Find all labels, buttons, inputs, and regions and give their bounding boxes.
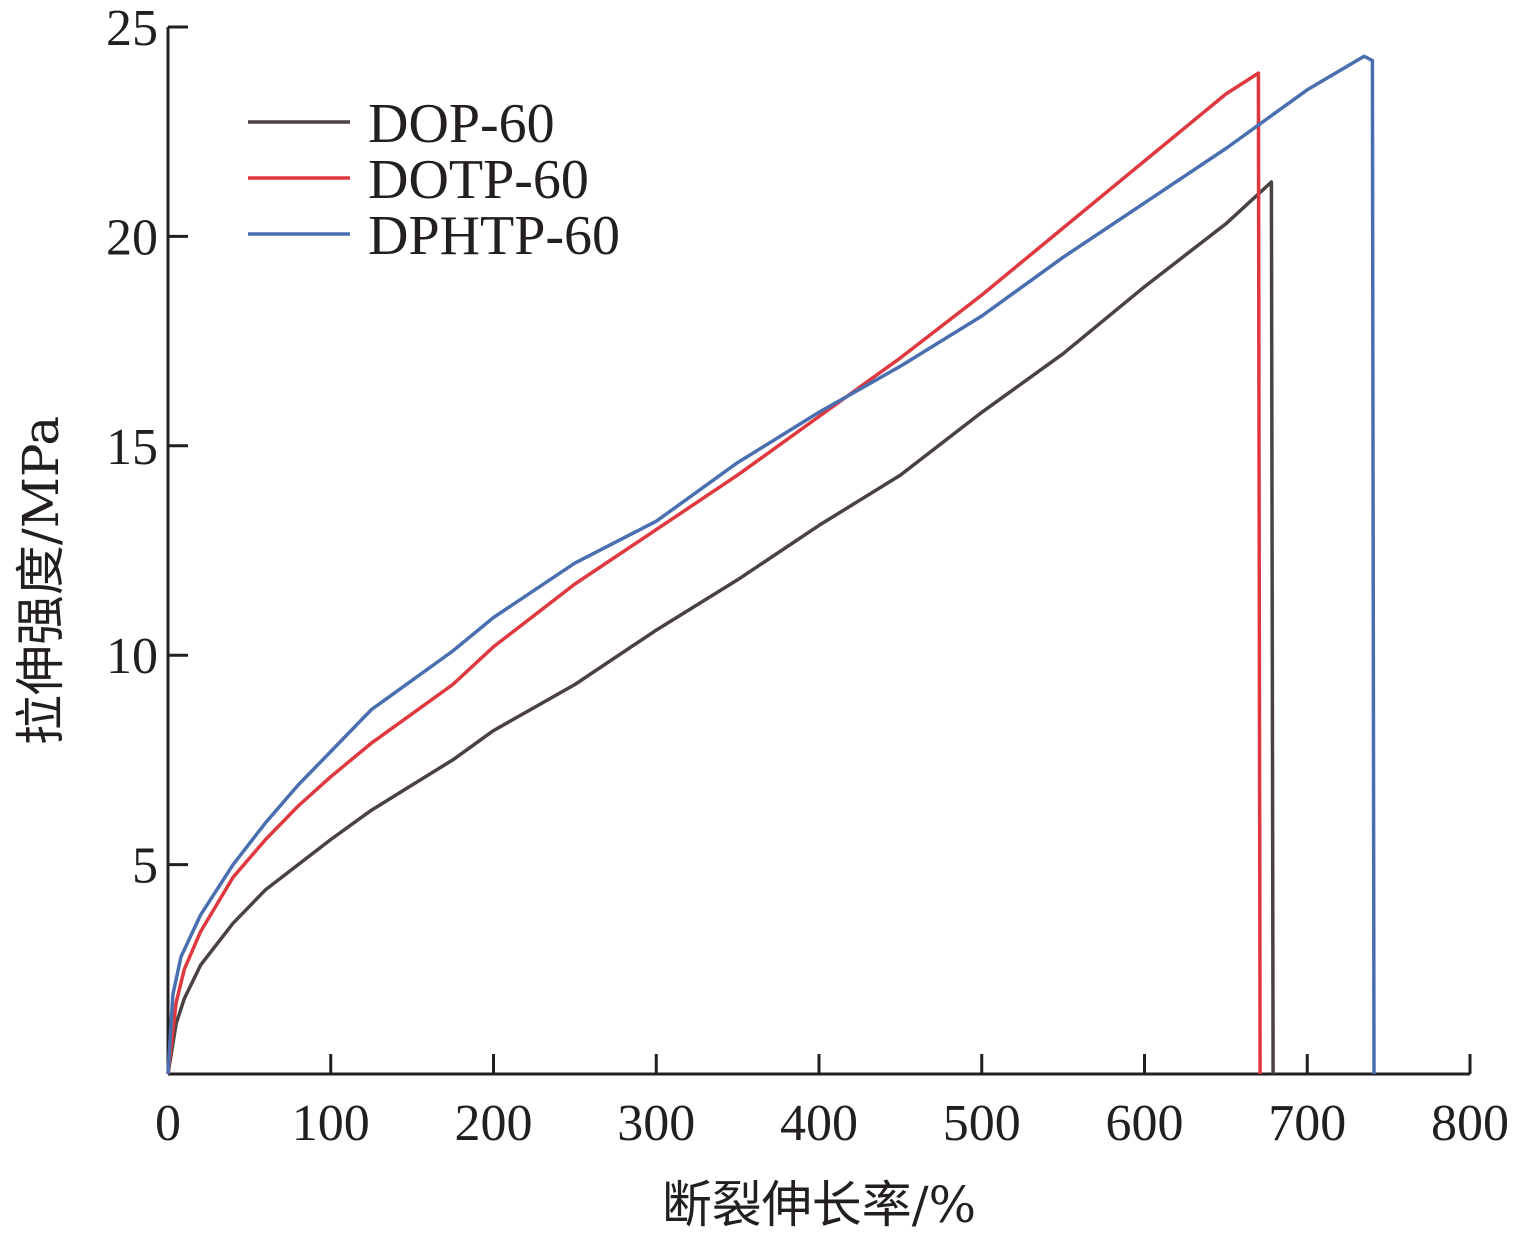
x-tick-label: 700: [1268, 1095, 1346, 1152]
axes: [166, 27, 1470, 1076]
x-tick-label: 100: [292, 1095, 370, 1152]
x-tick-label: 800: [1431, 1095, 1509, 1152]
legend-label-dotp-60: DOTP-60: [368, 149, 589, 211]
y-tick-label: 5: [132, 838, 158, 895]
legend-label-dphtp-60: DPHTP-60: [368, 205, 620, 267]
x-tick-label: 200: [455, 1095, 533, 1152]
x-tick-label: 400: [780, 1095, 858, 1152]
y-tick-label: 25: [106, 0, 158, 57]
tick-marks: [168, 25, 1472, 1074]
series-line-dphtp-60: [166, 54, 1376, 1075]
series-lines: [166, 54, 1376, 1075]
x-tick-label: 0: [155, 1095, 181, 1152]
y-axis-title: 拉伸强度/MPa: [12, 416, 70, 745]
y-tick-label: 20: [106, 209, 158, 266]
x-axis-title: 断裂伸长率/%: [662, 1176, 976, 1234]
x-tick-label: 600: [1106, 1095, 1184, 1152]
y-tick-label: 10: [106, 628, 158, 685]
x-tick-label: 300: [617, 1095, 695, 1152]
legend-label-dop-60: DOP-60: [368, 93, 555, 155]
x-tick-label: 500: [943, 1095, 1021, 1152]
series-line-dop-60: [166, 180, 1275, 1075]
y-tick-label: 15: [106, 419, 158, 476]
tick-labels: 0 100 200 300 400 500 600 700 800 5 10 15 20 25: [106, 0, 1509, 1152]
series-line-dotp-60: [166, 71, 1262, 1075]
